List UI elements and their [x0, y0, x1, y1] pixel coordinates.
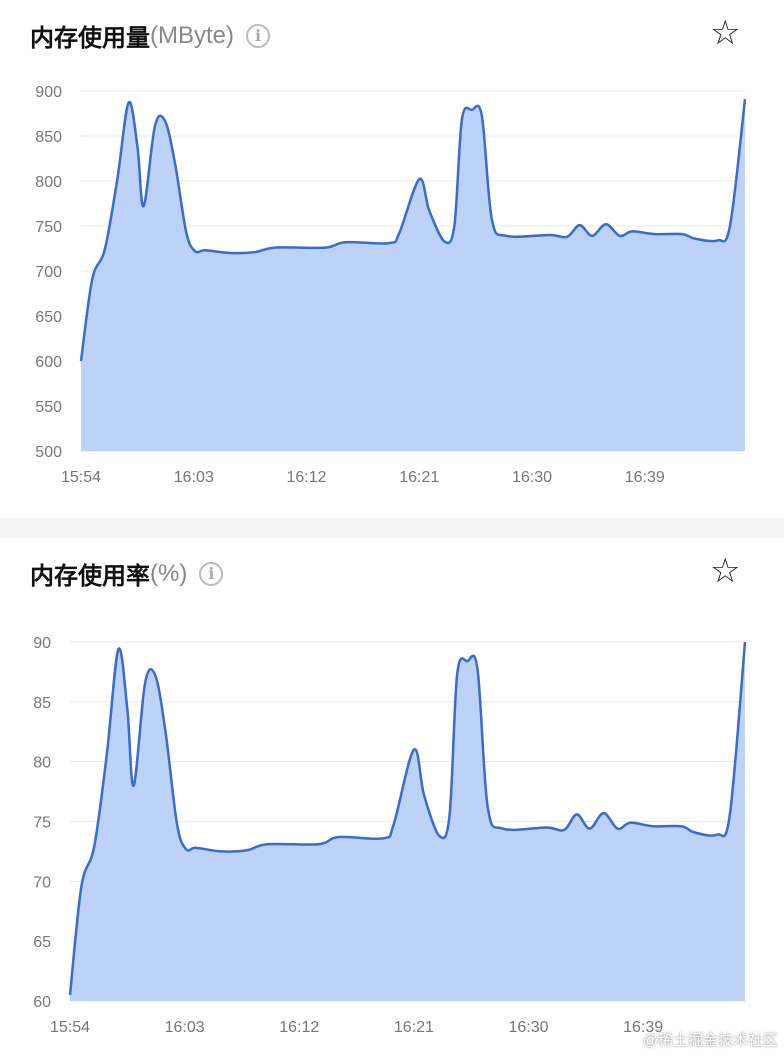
y-tick-label: 75 [33, 815, 51, 832]
x-tick-label: 16:03 [174, 469, 214, 486]
y-tick-label: 500 [35, 444, 62, 461]
y-tick-label: 800 [35, 174, 62, 191]
chart-title: 内存使用量 (MByte) i [30, 18, 270, 53]
memory-rate-card: 内存使用率 (%) i ☆ 90 85 80 75 70 65 60 15:54 16:03 16:… [0, 538, 784, 1056]
y-tick-label: 600 [35, 354, 62, 371]
y-tick-label: 900 [35, 84, 62, 101]
x-tick-label: 15:54 [61, 469, 101, 486]
star-outline-icon[interactable]: ☆ [710, 14, 741, 52]
x-tick-label: 16:39 [625, 469, 665, 486]
title-unit: (%) [150, 559, 188, 587]
x-tick-label: 15:54 [50, 1019, 90, 1036]
title-text: 内存使用量 [30, 25, 150, 52]
y-tick-label: 80 [33, 755, 51, 772]
y-tick-label: 850 [35, 129, 62, 146]
x-tick-label: 16:21 [399, 469, 439, 486]
series-line [68, 641, 747, 996]
memory-usage-chart: 900 850 800 750 700 650 600 550 500 15:54 16:03 16:… [35, 84, 747, 486]
area-fill [70, 642, 745, 1001]
memory-rate-chart: 90 85 80 75 70 65 60 15:54 16:03 16:12 16:21 16:30 1… [33, 635, 747, 1036]
x-tick-label: 16:12 [279, 1019, 319, 1036]
x-tick-label: 16:30 [508, 1019, 548, 1036]
area-fill [81, 99, 745, 451]
y-tick-label: 90 [33, 635, 51, 652]
title-unit: (MByte) [150, 21, 234, 49]
info-circle-icon[interactable]: i [199, 561, 224, 586]
chart-title: 内存使用率 (%) i [30, 556, 224, 591]
x-tick-label: 16:03 [165, 1019, 205, 1036]
memory-usage-card: 内存使用量 (MByte) i ☆ 900 850 800 750 700 650 600 55… [0, 0, 784, 518]
y-tick-label: 750 [35, 219, 62, 236]
y-tick-label: 65 [33, 934, 51, 951]
y-tick-label: 85 [33, 695, 51, 712]
x-tick-label: 16:12 [286, 469, 326, 486]
watermark: @稀土掘金技术社区 [642, 1032, 778, 1049]
y-tick-label: 550 [35, 399, 62, 416]
star-outline-icon[interactable]: ☆ [710, 552, 741, 590]
info-circle-icon[interactable]: i [246, 23, 270, 48]
x-tick-label: 16:30 [512, 469, 552, 486]
y-tick-label: 650 [35, 309, 62, 326]
y-tick-label: 700 [35, 264, 62, 281]
y-tick-label: 60 [33, 994, 51, 1011]
title-text: 内存使用率 [30, 563, 150, 590]
series-line [79, 98, 747, 362]
y-tick-label: 70 [33, 874, 51, 891]
x-tick-label: 16:39 [623, 1019, 663, 1036]
x-tick-label: 16:21 [394, 1019, 434, 1036]
